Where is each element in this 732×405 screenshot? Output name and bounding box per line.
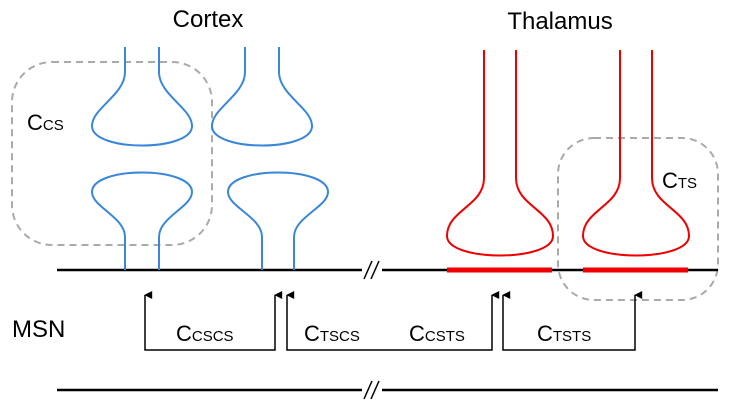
ts-group xyxy=(557,137,719,301)
postsynaptic-spine xyxy=(90,171,194,270)
thalamic-terminal xyxy=(445,50,555,257)
msn-label: MSN xyxy=(12,316,65,343)
groups xyxy=(11,61,719,301)
postsynaptic-spine xyxy=(226,171,330,270)
label-tscs: CTSCS xyxy=(304,321,360,346)
presynaptic-terminal xyxy=(210,47,314,147)
arrows xyxy=(144,291,643,351)
membranes xyxy=(57,268,718,392)
label-ts: CTS xyxy=(662,168,697,193)
thalamic-synapses xyxy=(445,50,691,257)
breaks xyxy=(362,260,382,400)
label-tsts: CTSTS xyxy=(537,321,591,346)
thalamic-terminal xyxy=(581,50,691,257)
label-cs: CCS xyxy=(27,110,64,135)
cortex-title: Cortex xyxy=(173,6,244,33)
thalamus-title: Thalamus xyxy=(507,8,612,35)
label-cscs: CCSCS xyxy=(176,321,234,346)
label-csts: CCSTS xyxy=(409,321,465,346)
presynaptic-terminal xyxy=(90,47,194,147)
cortical-synapses xyxy=(90,47,330,270)
cs-group xyxy=(11,61,213,246)
